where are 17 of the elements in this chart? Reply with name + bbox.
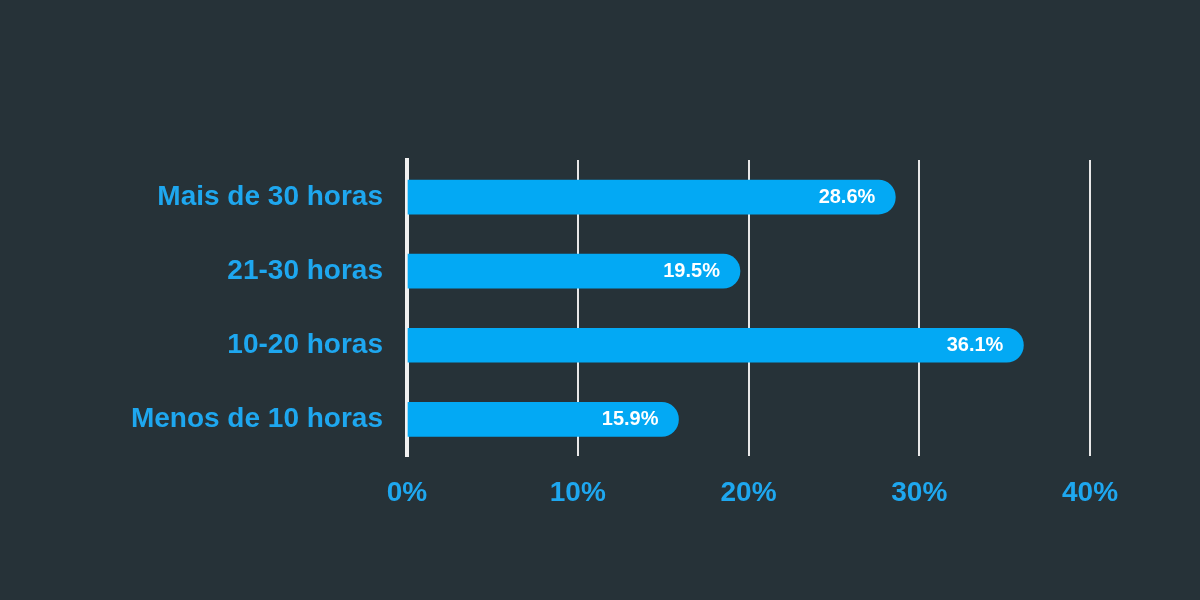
bar <box>407 402 679 437</box>
bar <box>407 253 741 289</box>
y-tick-label: 10-20 horas <box>227 327 383 359</box>
y-tick-label: Menos de 10 horas <box>130 402 383 434</box>
bar <box>407 327 1024 363</box>
y-tick-label: 21-30 horas <box>227 253 383 285</box>
x-tick-label: 10% <box>549 475 606 507</box>
y-tick-label: Mais de 30 horas <box>157 179 383 211</box>
x-tick-label: 30% <box>891 475 948 507</box>
data-label: 19.5% <box>663 258 721 281</box>
x-tick-label: 40% <box>1061 475 1119 507</box>
data-label: 28.6% <box>818 184 876 207</box>
bar <box>407 179 896 215</box>
x-tick-label: 0% <box>386 475 428 507</box>
data-label: 36.1% <box>946 332 1004 355</box>
data-label: 15.9% <box>601 406 659 429</box>
x-tick-label: 20% <box>720 475 777 507</box>
